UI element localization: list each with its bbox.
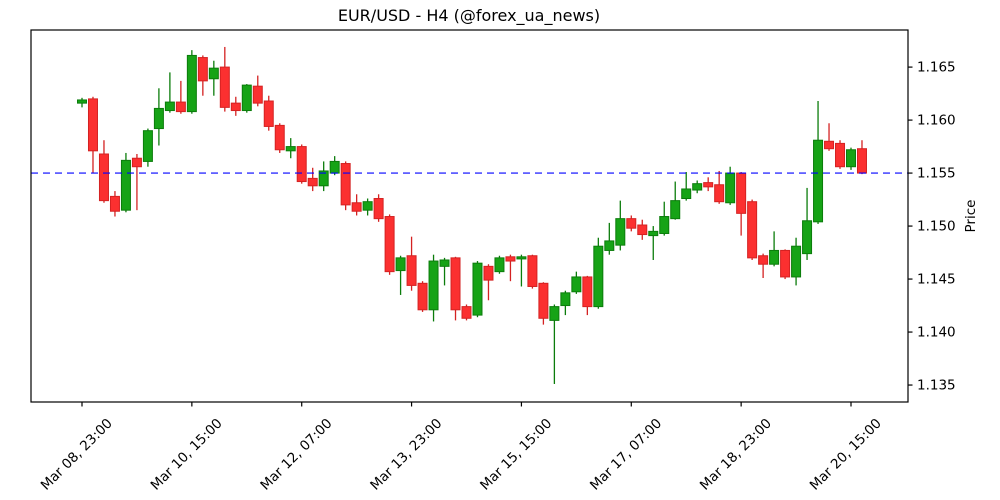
candle	[637, 219, 648, 240]
candle	[87, 96, 98, 174]
candle	[483, 264, 494, 301]
y-tick-label: 1.160	[917, 113, 956, 129]
candle	[692, 180, 703, 194]
candle	[153, 88, 164, 146]
x-tick-label: Mar 13, 23:00	[367, 416, 445, 494]
candle	[142, 128, 153, 167]
candle	[461, 304, 472, 321]
candle	[615, 200, 626, 251]
plot-frame	[30, 29, 909, 403]
candle	[472, 261, 483, 318]
x-tick-label: Mar 18, 23:00	[697, 416, 775, 494]
candle	[197, 55, 208, 96]
candle	[813, 101, 824, 224]
candle	[439, 257, 450, 286]
candles-layer	[77, 46, 867, 384]
candle	[208, 60, 219, 96]
candle	[318, 161, 329, 192]
candle	[758, 253, 769, 278]
candle	[670, 181, 681, 220]
candle	[714, 170, 725, 204]
candle	[802, 187, 813, 260]
x-tick-label: Mar 17, 07:00	[587, 416, 665, 494]
candle	[769, 231, 780, 267]
candle	[77, 97, 87, 108]
candle	[505, 254, 516, 282]
candle	[450, 256, 461, 321]
candle	[98, 140, 109, 203]
x-tick-label: Mar 20, 15:00	[807, 416, 885, 494]
candle	[362, 198, 373, 216]
candle	[736, 172, 747, 236]
candle	[560, 290, 571, 316]
candle	[604, 222, 615, 255]
candle	[230, 96, 241, 116]
candle	[131, 154, 142, 211]
price-axis-label: Price	[963, 200, 979, 233]
candle	[186, 50, 197, 114]
candle	[703, 177, 714, 192]
candle	[494, 255, 505, 274]
x-tick-label: Mar 12, 07:00	[257, 416, 335, 494]
candle	[791, 237, 802, 286]
x-tick-label: Mar 10, 15:00	[148, 416, 226, 494]
candle	[593, 237, 604, 309]
candle	[263, 95, 274, 131]
candle	[219, 46, 230, 112]
candle	[340, 161, 351, 211]
x-tick-label: Mar 08, 23:00	[38, 416, 116, 494]
candle	[296, 144, 307, 184]
candle	[571, 271, 582, 294]
candle	[747, 199, 758, 260]
candle	[241, 84, 252, 113]
candle	[516, 254, 527, 287]
candle	[725, 166, 736, 205]
candle	[351, 194, 362, 216]
candle	[417, 281, 428, 312]
x-tick-label: Mar 15, 15:00	[477, 416, 555, 494]
candle	[681, 172, 692, 201]
candle	[659, 201, 670, 236]
candle	[373, 194, 384, 222]
candle	[856, 140, 867, 175]
y-tick-label: 1.140	[917, 325, 956, 341]
candle	[274, 123, 285, 153]
candle	[824, 123, 835, 151]
candle	[307, 167, 318, 192]
y-tick-label: 1.155	[917, 166, 956, 182]
candle	[527, 254, 538, 289]
candle	[175, 80, 186, 114]
chart-title: EUR/USD - H4 (@forex_ua_news)	[338, 6, 600, 26]
candle	[538, 282, 549, 325]
candle	[384, 214, 395, 275]
candle	[549, 304, 560, 384]
candle	[164, 72, 175, 113]
candle	[648, 226, 659, 260]
candle	[780, 249, 791, 280]
candle	[846, 147, 856, 170]
y-tick-label: 1.165	[917, 60, 956, 76]
y-tick-label: 1.145	[917, 272, 956, 288]
candle	[428, 254, 439, 322]
candle	[835, 140, 846, 169]
candle	[395, 255, 406, 295]
x-axis: Mar 08, 23:00 Mar 10, 15:00 Mar 12, 07:00 M…	[38, 402, 885, 494]
candle	[285, 138, 296, 159]
candle	[329, 156, 340, 176]
y-axis: 1.165 1.160 1.155 1.150 1.145 1.140 1.135	[908, 60, 956, 394]
y-tick-label: 1.150	[917, 219, 956, 235]
candle	[252, 75, 263, 107]
candle	[109, 191, 120, 217]
candle	[406, 236, 417, 291]
candle	[626, 215, 637, 232]
y-tick-label: 1.135	[917, 378, 956, 394]
candle	[582, 275, 593, 316]
candle	[120, 152, 131, 213]
